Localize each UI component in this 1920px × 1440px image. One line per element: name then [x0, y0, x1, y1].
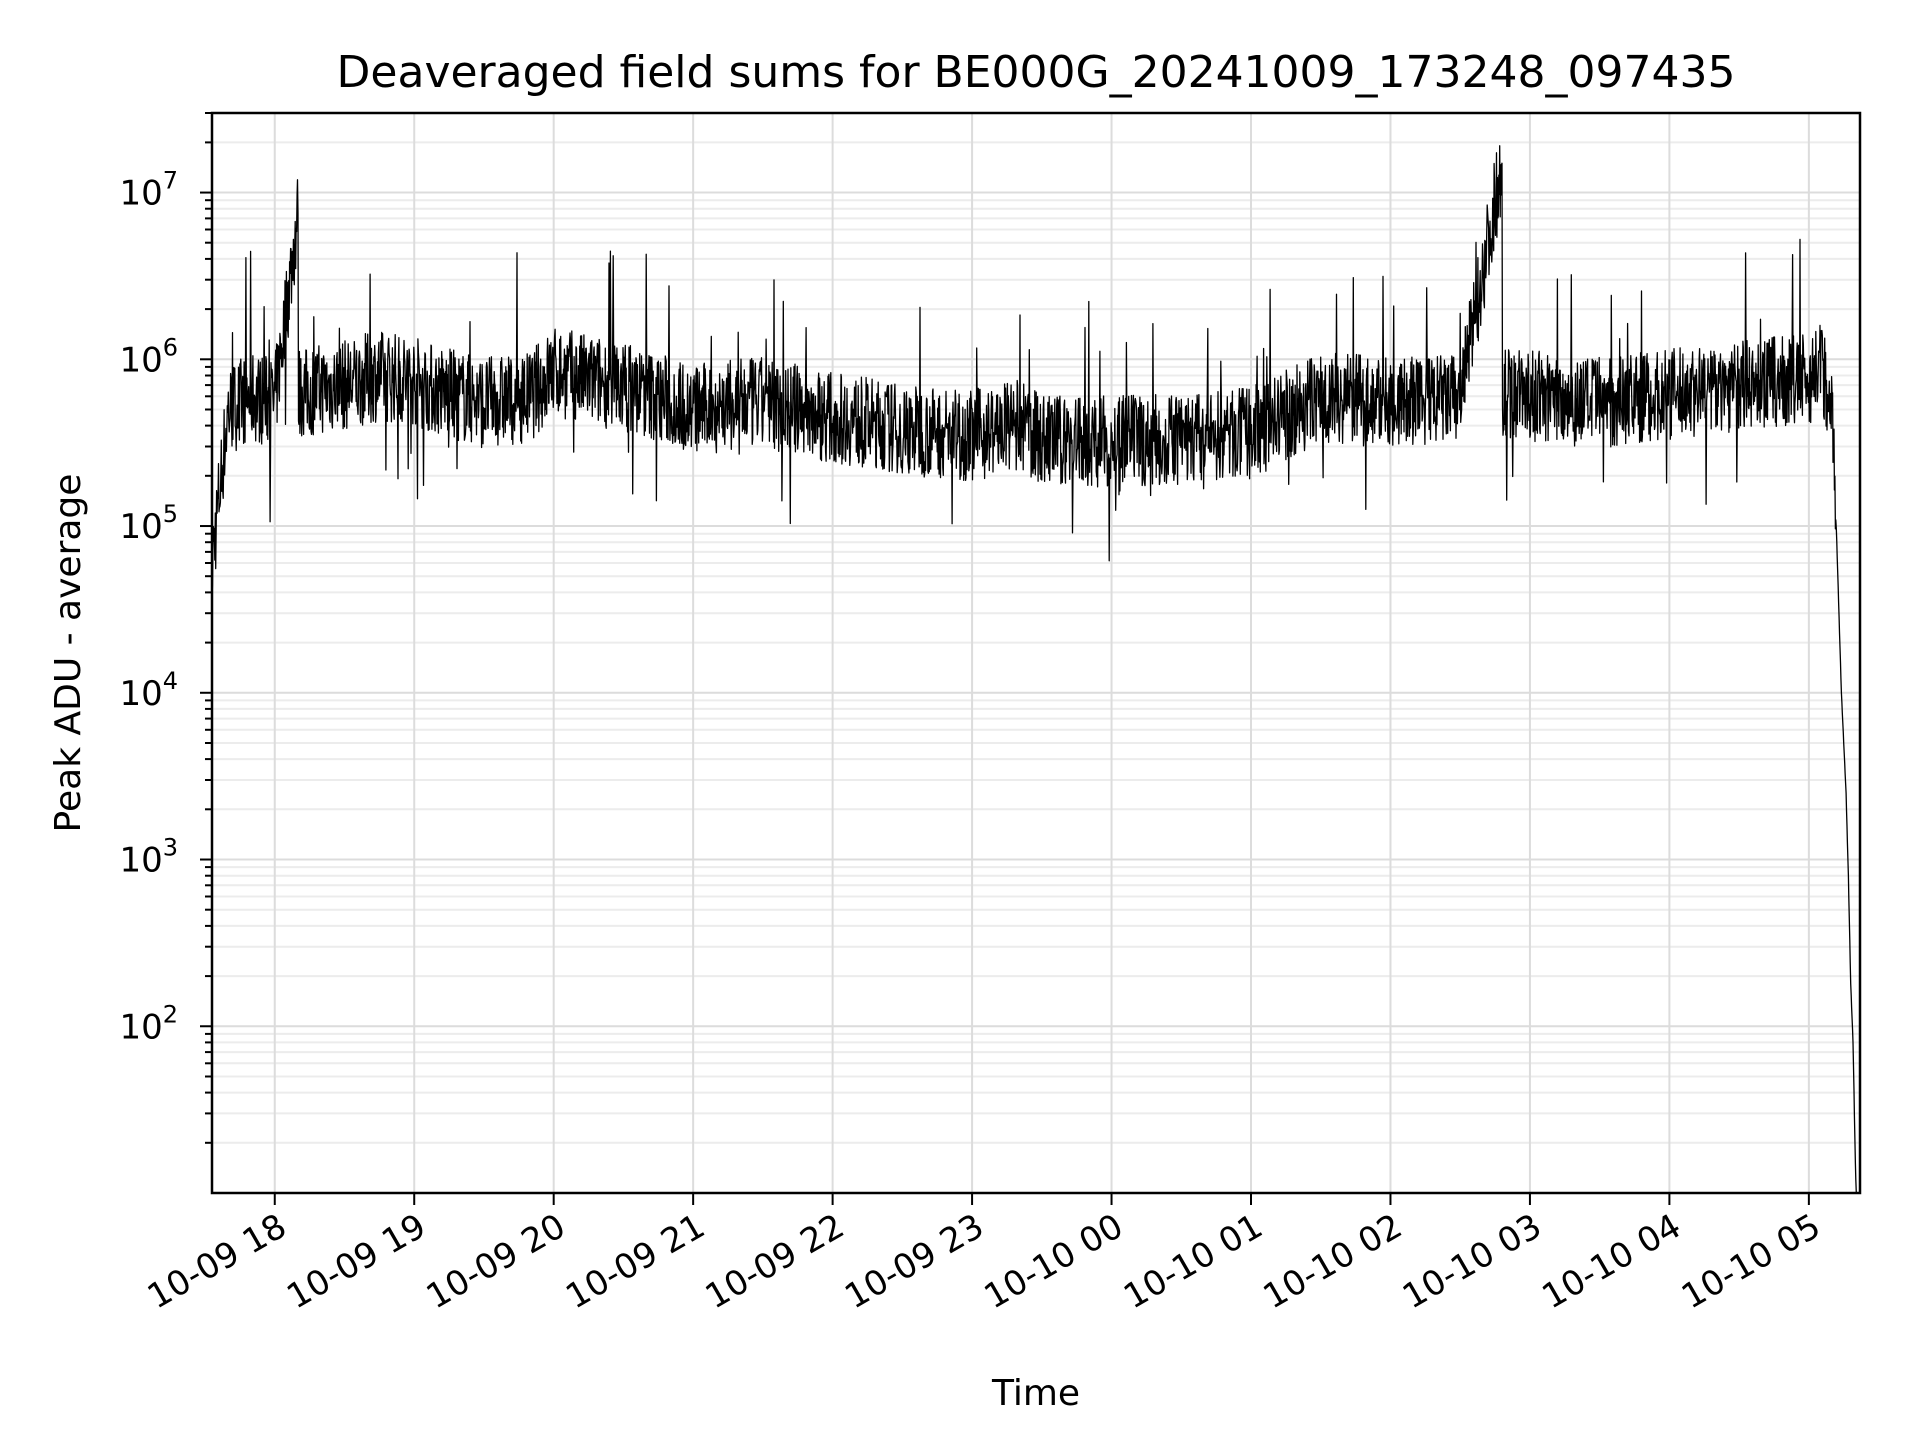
grid	[212, 112, 1860, 1193]
y-tick-label: 103	[119, 834, 178, 881]
y-tick-label: 104	[119, 667, 178, 714]
chart-title: Deaveraged field sums for BE000G_2024100…	[337, 47, 1736, 98]
y-axis-label: Peak ADU - average	[48, 474, 89, 833]
plot-frame	[210, 111, 1862, 1195]
series-layer	[211, 145, 1858, 1194]
series-line	[211, 145, 1858, 1194]
y-tick-label: 102	[119, 1000, 178, 1047]
y-tick-label: 105	[119, 500, 178, 547]
x-axis-label: Time	[991, 1373, 1080, 1414]
y-tick-label: 106	[119, 333, 178, 380]
y-tick-label: 107	[119, 167, 178, 214]
